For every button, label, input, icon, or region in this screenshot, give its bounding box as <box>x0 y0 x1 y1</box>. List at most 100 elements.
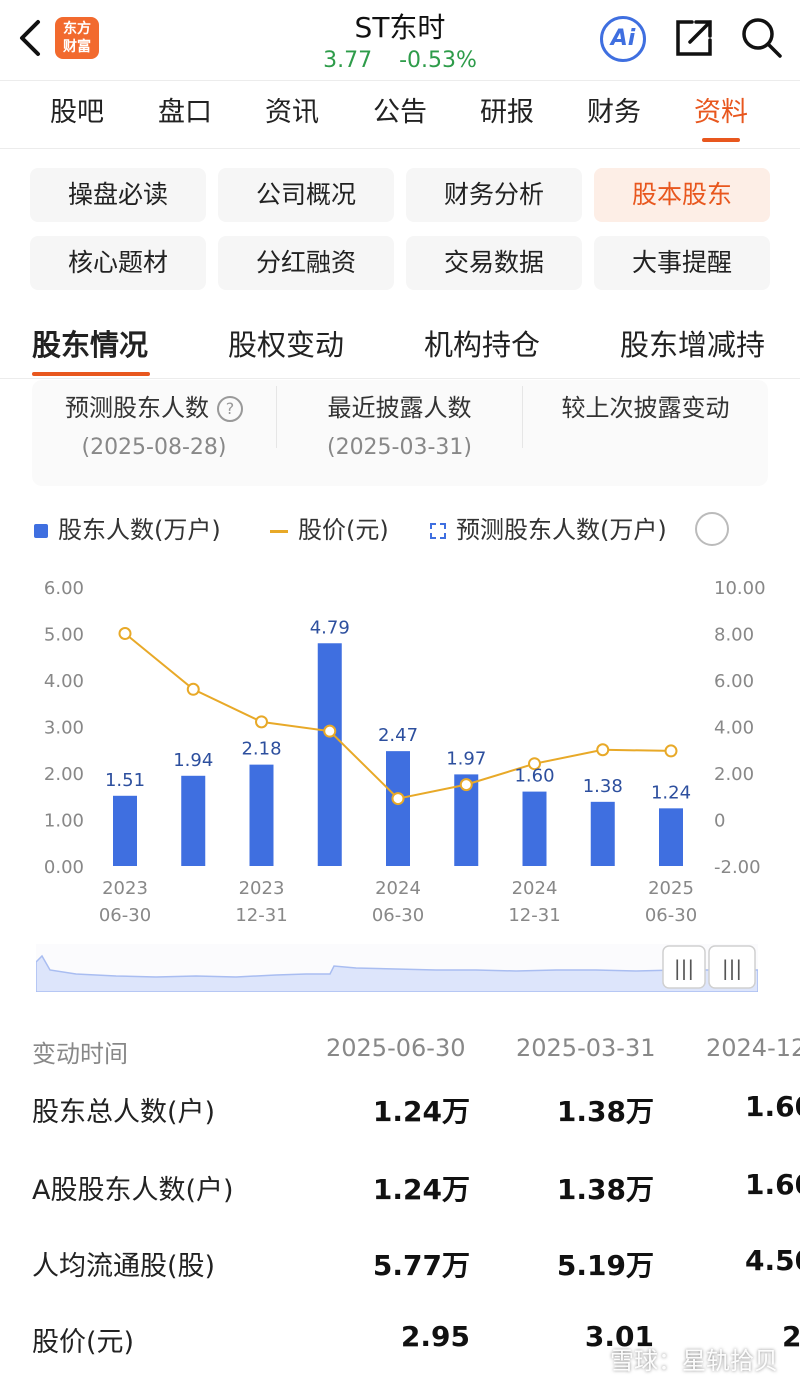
summary-latest: 最近披露人数 (2025-03-31) <box>277 388 522 460</box>
chart-bar <box>386 751 410 866</box>
x-tick-label: 2025 <box>648 878 694 899</box>
y-left-tick-label: 6.00 <box>44 578 84 599</box>
chart-bar <box>659 808 683 866</box>
bar-data-label: 1.24 <box>651 782 691 803</box>
section-divider <box>0 378 800 379</box>
table-row: 人均流通股(股) 5.77万 5.19万 4.50 <box>0 1244 800 1304</box>
range-handle-right <box>708 945 756 989</box>
bar-data-label: 2.47 <box>378 725 418 746</box>
tab-profile[interactable]: 资料 <box>694 97 748 128</box>
row-value: 2. <box>782 1320 800 1353</box>
x-tick-label: 12-31 <box>235 905 287 926</box>
price-point <box>323 724 337 738</box>
main-tab-bar: 股吧 盘口 资讯 公告 研报 财务 资料 <box>0 90 800 146</box>
tab-equity-changes[interactable]: 股权变动 <box>228 328 345 362</box>
tab-guba[interactable]: 股吧 <box>50 97 104 128</box>
back-arrow-icon[interactable] <box>14 16 48 60</box>
chart-bar <box>590 801 615 866</box>
sub-operation-guide[interactable]: 操盘必读 <box>30 168 206 222</box>
y-right-tick-label: 0 <box>714 811 725 832</box>
bar-swatch-icon <box>34 524 48 538</box>
tab-news[interactable]: 资讯 <box>265 97 319 128</box>
y-right-tick-label: 6.00 <box>714 671 754 692</box>
summary-change: 较上次披露变动 <box>523 388 768 423</box>
chart-bar <box>317 643 342 866</box>
help-icon[interactable]: ? <box>217 396 243 422</box>
chart-bar <box>113 795 137 866</box>
row-value: 4.50 <box>745 1244 800 1277</box>
table-row: A股股东人数(户) 1.24万 1.38万 1.60 <box>0 1168 800 1228</box>
row-value: 2.95 <box>400 1320 470 1353</box>
price-point <box>391 792 405 806</box>
share-icon[interactable] <box>672 16 716 60</box>
x-tick-label: 06-30 <box>645 905 697 926</box>
x-tick-label: 2023 <box>102 878 148 899</box>
tab-pankou[interactable]: 盘口 <box>158 97 212 128</box>
summary-forecast-label: 预测股东人数 <box>65 394 209 422</box>
shareholder-chart: 0.00 1.00 2.00 3.00 4.00 5.00 6.00 -2.00 0 2.00 4.… <box>44 578 766 926</box>
table-header-row: 变动时间 2025-06-30 2025-03-31 2024-12 <box>0 1034 800 1094</box>
chart-bar <box>181 775 206 866</box>
toggle-circle-icon[interactable] <box>695 512 729 546</box>
price-point <box>664 744 678 758</box>
search-icon[interactable] <box>738 14 784 60</box>
ai-assistant-button[interactable]: Ai <box>600 16 646 62</box>
x-tick-label: 2023 <box>239 878 285 899</box>
x-tick-label: 12-31 <box>508 905 560 926</box>
summary-latest-label: 最近披露人数 <box>327 394 472 422</box>
bar-data-label: 4.79 <box>310 617 350 638</box>
row-value: 1.38万 <box>556 1095 654 1128</box>
row-label: 人均流通股(股) <box>32 1251 216 1282</box>
y-left-tick-label: 1.00 <box>44 811 84 832</box>
top-bar: 东方 财富 ST东时 3.77 -0.53% Ai <box>0 0 800 80</box>
y-left-tick-label: 0.00 <box>44 857 84 878</box>
sub-shareholders[interactable]: 股本股东 <box>594 168 770 222</box>
price-point <box>255 715 268 729</box>
dashed-swatch-icon <box>430 523 446 539</box>
bar-data-label: 2.18 <box>241 739 281 760</box>
sub-company-overview[interactable]: 公司概况 <box>218 168 394 222</box>
sub-core-themes[interactable]: 核心题材 <box>30 236 206 290</box>
stock-price: 3.77 <box>323 48 373 73</box>
row-label: 股东总人数(户) <box>32 1097 216 1128</box>
row-value: 1.60 <box>745 1090 800 1123</box>
legend-item-forecast[interactable]: 预测股东人数(万户) <box>430 510 667 545</box>
bar-data-label: 1.60 <box>514 766 554 787</box>
bar-data-label: 1.97 <box>446 748 486 769</box>
price-point <box>186 682 200 696</box>
tab-finance[interactable]: 财务 <box>587 97 641 128</box>
price-point <box>528 757 541 771</box>
legend-item-bar[interactable]: 股东人数(万户) <box>34 510 221 545</box>
table-header-label: 变动时间 <box>32 1040 128 1068</box>
watermark: 雪球：星轨拾贝 <box>610 1347 778 1375</box>
tab-institutional-holdings[interactable]: 机构持仓 <box>424 328 541 362</box>
table-column-header: 2025-06-30 <box>326 1034 466 1062</box>
sub-dividends[interactable]: 分红融资 <box>218 236 394 290</box>
y-right-tick-label: 4.00 <box>714 718 754 739</box>
tab-announcements[interactable]: 公告 <box>373 97 427 128</box>
sub-financial-analysis[interactable]: 财务分析 <box>406 168 582 222</box>
tab-holding-changes[interactable]: 股东增减持 <box>620 328 766 362</box>
price-point <box>459 778 473 792</box>
table-row: 股东总人数(户) 1.24万 1.38万 1.60 <box>0 1090 800 1150</box>
bar-data-label: 1.51 <box>105 770 145 791</box>
row-value: 1.38万 <box>556 1173 654 1206</box>
sub-event-reminders[interactable]: 大事提醒 <box>594 236 770 290</box>
chart-legend: 股东人数(万户) 股价(元) 预测股东人数(万户) <box>30 510 790 550</box>
price-point <box>596 743 610 757</box>
stock-change: -0.53% <box>399 48 477 73</box>
summary-panel: 预测股东人数? (2025-08-28) 最近披露人数 (2025-03-31)… <box>32 380 768 486</box>
x-tick-label: 2024 <box>512 878 558 899</box>
row-value: 1.24万 <box>372 1173 470 1206</box>
tab-research[interactable]: 研报 <box>480 97 534 128</box>
price-point <box>118 627 132 640</box>
header-divider <box>0 80 800 81</box>
x-tick-label: 06-30 <box>99 905 151 926</box>
summary-separator <box>276 386 277 448</box>
stock-title: ST东时 <box>354 11 446 44</box>
tab-shareholder-status[interactable]: 股东情况 <box>32 328 149 362</box>
sub-trading-data[interactable]: 交易数据 <box>406 236 582 290</box>
legend-item-line[interactable]: 股价(元) <box>270 510 389 545</box>
y-left-tick-label: 5.00 <box>44 625 84 646</box>
range-slider[interactable]: ||| ||| <box>36 944 758 992</box>
